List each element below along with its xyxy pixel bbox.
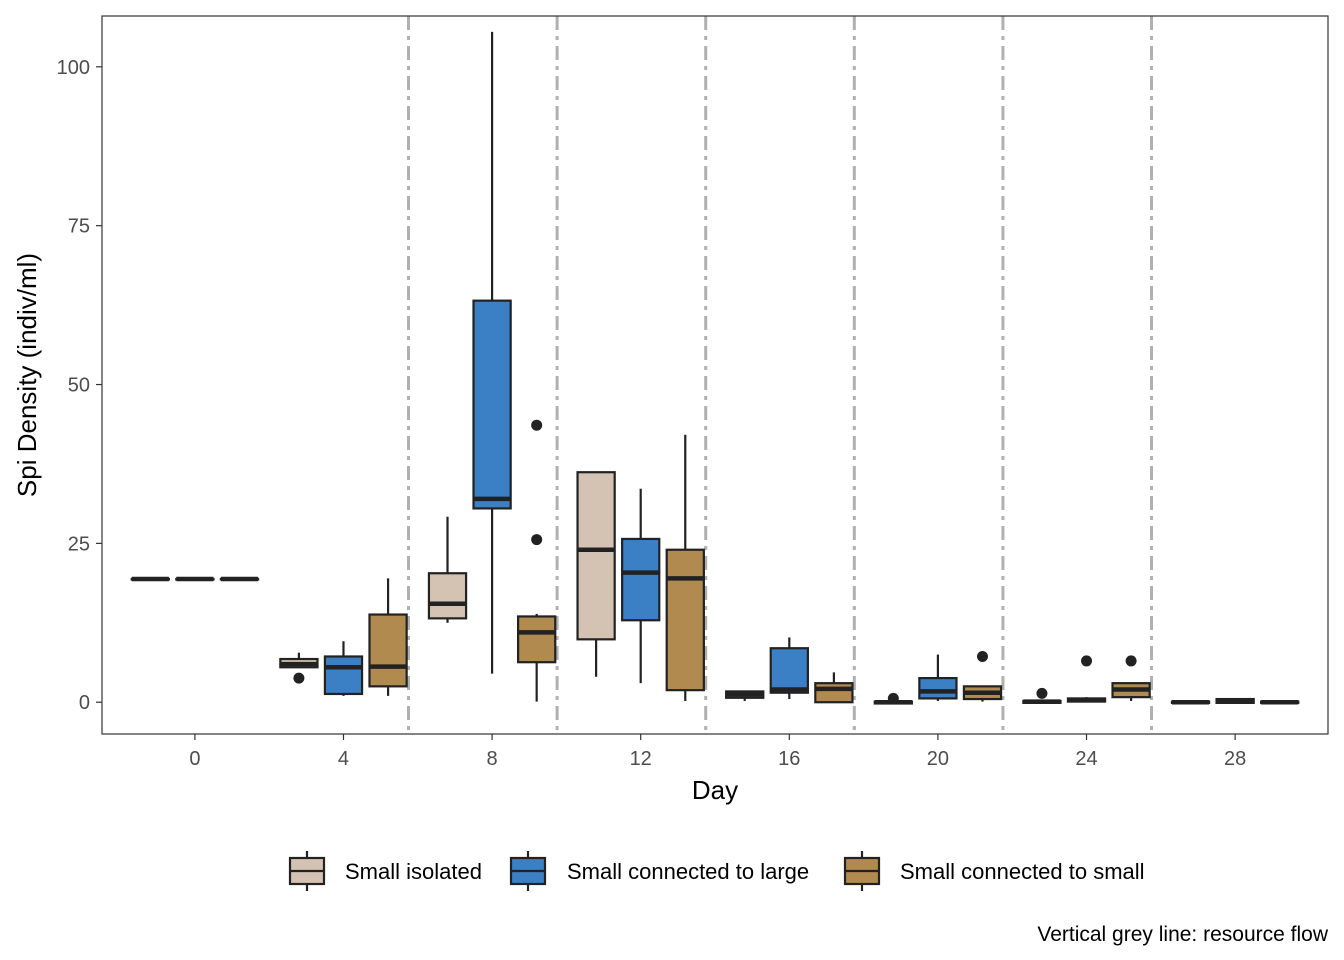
y-tick-label: 25 [68,533,90,555]
box-body [621,537,661,622]
outlier-point [531,419,543,431]
outlier-point [1125,655,1137,667]
y-tick-label: 75 [68,216,90,238]
box-small-connected-to-small-day-20 [962,650,1003,702]
box-body [368,613,408,688]
box-body [323,655,364,696]
x-tick-label: 0 [189,748,200,770]
y-tick-label: 50 [68,375,90,397]
x-tick-label: 28 [1224,748,1246,770]
legend-item-2: Small connected to large [509,851,809,891]
box-body [472,299,512,510]
y-axis-title: Spi Density (indiv/ml) [12,253,42,497]
box-small-connected-to-small-day-4 [368,578,408,696]
box-small-connected-to-small-day-8 [516,419,557,702]
outlier-point [531,534,543,546]
box-small-connected-to-small-day-12 [665,434,705,701]
x-tick-label: 4 [338,748,349,770]
box-small-connected-to-large-day-16 [769,637,809,700]
outlier-point [976,650,988,662]
box-small-connected-to-large-day-24 [1066,655,1107,703]
box-body [427,572,468,620]
outlier-point [1036,687,1048,699]
box-body [665,548,705,692]
box-body [576,471,616,641]
box-small-isolated-day-4 [279,652,319,684]
y-tick-label: 100 [57,57,90,79]
x-axis: 0 4 8 12 16 20 24 28 [189,734,1246,770]
caption: Vertical grey line: resource flow [1037,923,1328,946]
box-small-connected-to-large-day-20 [918,654,958,701]
x-tick-label: 8 [487,748,498,770]
x-axis-title: Day [692,775,738,805]
panel-border [101,15,1329,735]
box-small-isolated-day-0 [130,576,170,582]
x-tick-label: 16 [778,748,800,770]
box-small-connected-to-small-day-16 [814,672,854,704]
box-small-connected-to-large-day-4 [323,641,364,696]
outlier-point [887,692,899,704]
legend-item-3: Small connected to small [843,851,1145,891]
outlier-point [1081,655,1093,667]
box-groups [130,31,1300,705]
box-small-isolated-day-24 [1022,687,1062,704]
y-axis: 0 25 50 75 100 [57,57,102,714]
x-tick-label: 24 [1075,748,1097,770]
outlier-point [293,672,305,684]
box-body [769,647,809,694]
legend-label: Small connected to large [567,859,809,884]
box-small-isolated-day-20 [873,692,914,705]
box-small-connected-to-large-day-8 [472,31,512,674]
box-body [814,682,854,704]
box-small-connected-to-large-day-28 [1215,697,1255,704]
legend-label: Small isolated [345,859,482,884]
panel-background [102,16,1328,734]
x-tick-label: 12 [630,748,652,770]
legend-label: Small connected to small [900,859,1145,884]
box-small-isolated-day-8 [427,516,468,623]
box-body [516,615,557,664]
box-small-connected-to-small-day-0 [219,576,260,582]
box-small-connected-to-small-day-28 [1260,699,1300,705]
y-tick-label: 0 [79,692,90,714]
legend-item-1: Small isolated [288,851,482,891]
box-small-connected-to-small-day-24 [1111,655,1151,701]
box-small-isolated-day-16 [725,690,765,701]
legend: Small isolated Small connected to large Sm… [288,851,1145,891]
box-small-isolated-day-12 [576,471,616,677]
box-small-isolated-day-28 [1170,699,1211,705]
box-body [918,676,958,700]
box-small-connected-to-large-day-0 [175,576,215,582]
box-small-connected-to-large-day-12 [621,488,661,684]
x-tick-label: 20 [927,748,949,770]
